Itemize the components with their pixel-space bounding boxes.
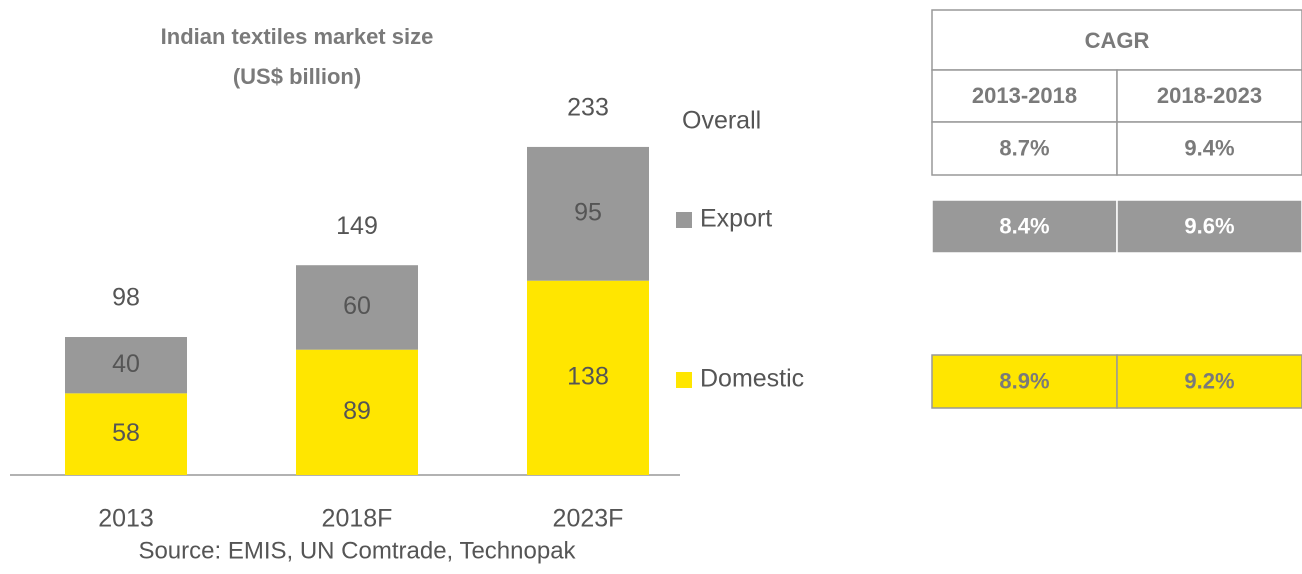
table-column-header: 2018-2023 <box>1157 83 1262 108</box>
x-tick-label: 2023F <box>553 505 624 533</box>
legend-label: Domestic <box>700 365 804 393</box>
bar-segment <box>65 393 187 475</box>
table-value: 8.7% <box>999 135 1049 160</box>
table-cell <box>931 199 1118 254</box>
legend-label: Export <box>700 205 772 233</box>
data-label: 138 <box>567 362 609 390</box>
total-legend: Overall <box>682 107 761 135</box>
table-cell <box>931 354 1118 409</box>
table-cell <box>1116 199 1302 254</box>
table-title: CAGR <box>1085 28 1150 53</box>
data-label: 95 <box>574 198 602 226</box>
table-column-cell <box>1116 69 1302 123</box>
table-cell <box>1116 354 1302 409</box>
x-tick-label: 2013 <box>98 505 154 533</box>
data-label: 40 <box>112 350 140 378</box>
chart-title: Indian textiles market size <box>161 24 434 49</box>
legend-swatch <box>676 372 692 388</box>
source: Source: EMIS, UN Comtrade, Technopak <box>138 537 576 564</box>
bar-segment <box>65 337 187 394</box>
total-label: 98 <box>112 284 140 312</box>
table-column-header: 2013-2018 <box>972 83 1077 108</box>
table-column-cell <box>931 69 1118 123</box>
total-label: 149 <box>336 212 378 240</box>
chart-subtitle: (US$ billion) <box>233 64 361 89</box>
table-value: 8.4% <box>999 213 1049 238</box>
bar-segment <box>527 146 649 281</box>
bar-segment <box>296 349 418 475</box>
bar-segment <box>527 280 649 475</box>
table-value: 9.6% <box>1184 213 1234 238</box>
table-value: 8.9% <box>999 368 1049 393</box>
x-tick-label: 2018F <box>322 505 393 533</box>
legend-swatch <box>676 212 692 228</box>
data-label: 58 <box>112 419 140 447</box>
bar-segment <box>296 265 418 350</box>
data-label: 60 <box>343 292 371 320</box>
table-cell <box>1116 121 1302 176</box>
table-value: 9.2% <box>1184 368 1234 393</box>
table-value: 9.4% <box>1184 135 1234 160</box>
data-label: 89 <box>343 397 371 425</box>
total-label: 233 <box>567 94 609 122</box>
